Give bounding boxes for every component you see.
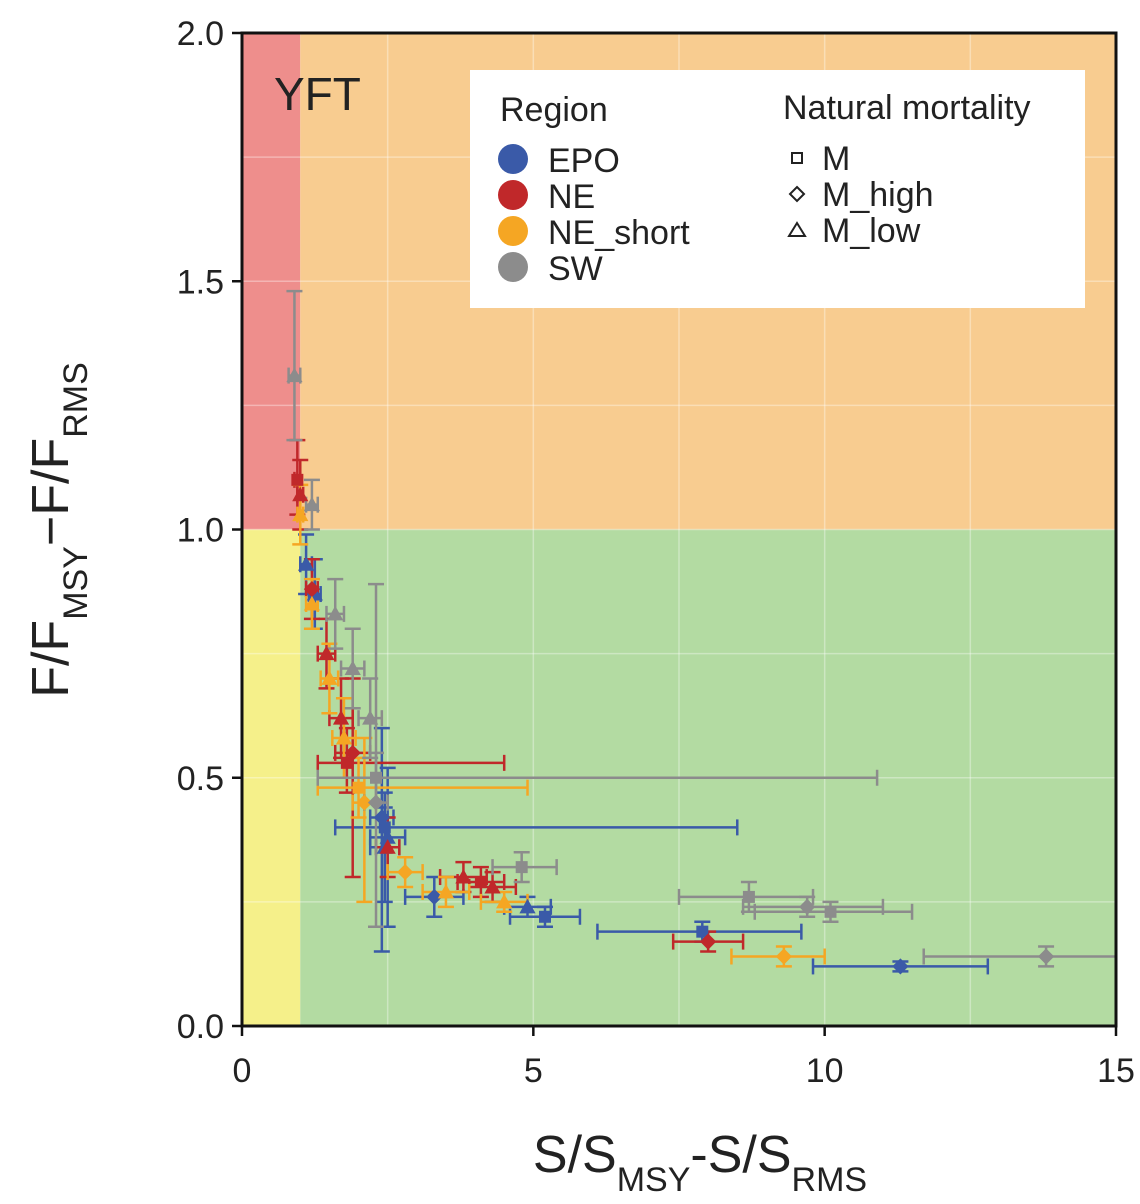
legend: Region Natural mortality EPONENE_shortSW… [470, 70, 1085, 308]
data-point-sw [824, 905, 837, 918]
legend-square-icon [791, 152, 803, 164]
data-point-sw [370, 771, 383, 784]
data-point-ne [344, 744, 361, 762]
data-point-sw [344, 660, 361, 675]
data-point-ne-short [303, 595, 321, 611]
x-tick-label: 10 [806, 1052, 844, 1090]
x-tick-label: 0 [233, 1052, 252, 1090]
y-tick-label: 1.0 [177, 512, 224, 550]
data-point-ne [484, 878, 501, 894]
data-point-ne [318, 645, 335, 661]
data-point-epo [373, 809, 390, 826]
data-point-epo [696, 925, 709, 938]
data-point-ne-short [397, 863, 414, 881]
data-point-ne [474, 876, 487, 889]
data-point-sw [362, 710, 379, 725]
data-point-sw [303, 496, 321, 512]
data-point-epo [426, 888, 443, 906]
data-point-sw [1037, 948, 1055, 965]
panel-label: YFT [274, 68, 361, 120]
data-point-ne-short [335, 729, 353, 745]
legend-triangle-icon [787, 221, 807, 237]
legend-mortality-title: Natural mortality [783, 89, 1031, 127]
data-point-epo [379, 829, 396, 844]
data-point-ne [700, 933, 717, 950]
data-point-ne [292, 486, 309, 502]
legend-label-m: M [822, 140, 850, 178]
data-point-ne [332, 710, 350, 725]
data-point-sw [742, 890, 755, 903]
y-tick-label: 0.5 [177, 760, 224, 798]
data-point-ne [455, 868, 472, 884]
legend-label-ne: NE [548, 178, 595, 216]
data-point-ne-short [321, 670, 338, 685]
x-tick-label: 15 [1097, 1052, 1135, 1090]
legend-dot-sw [498, 252, 528, 282]
legend-region-title: Region [500, 91, 608, 129]
axis-ticks: 0 5 10 15 0.0 0.5 1.0 1.5 2.0 [177, 15, 1135, 1090]
legend-label-m-low: M_low [822, 212, 921, 250]
data-point-epo [892, 958, 909, 975]
data-point-ne [291, 473, 304, 486]
legend-box [470, 70, 1085, 308]
legend-label-sw: SW [548, 250, 603, 288]
y-axis-title: F/FMSY−F/FRMS [22, 362, 95, 698]
y-tick-label: 1.5 [177, 263, 224, 301]
data-point-ne [379, 839, 396, 854]
data-point-ne-short [775, 948, 792, 965]
legend-label-m-high: M_high [822, 176, 934, 214]
data-point-sw [515, 861, 528, 874]
zone-overfished-overfishing [242, 33, 301, 530]
data-point-epo [538, 910, 551, 923]
legend-dot-epo [498, 144, 528, 174]
data-point-epo [297, 556, 315, 571]
data-points [286, 367, 1055, 975]
x-axis-title: S/SMSY-S/SRMS [533, 1126, 867, 1199]
legend-dot-ne-short [498, 216, 528, 246]
data-point-ne-short [356, 794, 373, 811]
data-point-ne [303, 580, 321, 598]
data-point-sw [327, 605, 344, 621]
legend-label-ne-short: NE_short [548, 214, 690, 252]
data-point-sw [799, 898, 816, 915]
data-point-ne-short [292, 506, 309, 522]
zone-overfished [242, 529, 301, 1026]
y-tick-label: 0.0 [177, 1008, 224, 1046]
data-point-ne-short [352, 781, 365, 794]
data-point-ne-short [496, 893, 513, 909]
data-point-ne [340, 756, 353, 769]
legend-label-epo: EPO [548, 142, 620, 180]
data-point-sw [367, 794, 385, 811]
x-tick-label: 5 [524, 1052, 543, 1090]
y-tick-label: 2.0 [177, 15, 224, 53]
legend-dot-ne [498, 180, 528, 210]
data-point-epo [519, 898, 536, 914]
legend-diamond-icon [788, 185, 806, 203]
data-point-sw [286, 367, 303, 383]
data-point-ne-short [437, 883, 455, 899]
